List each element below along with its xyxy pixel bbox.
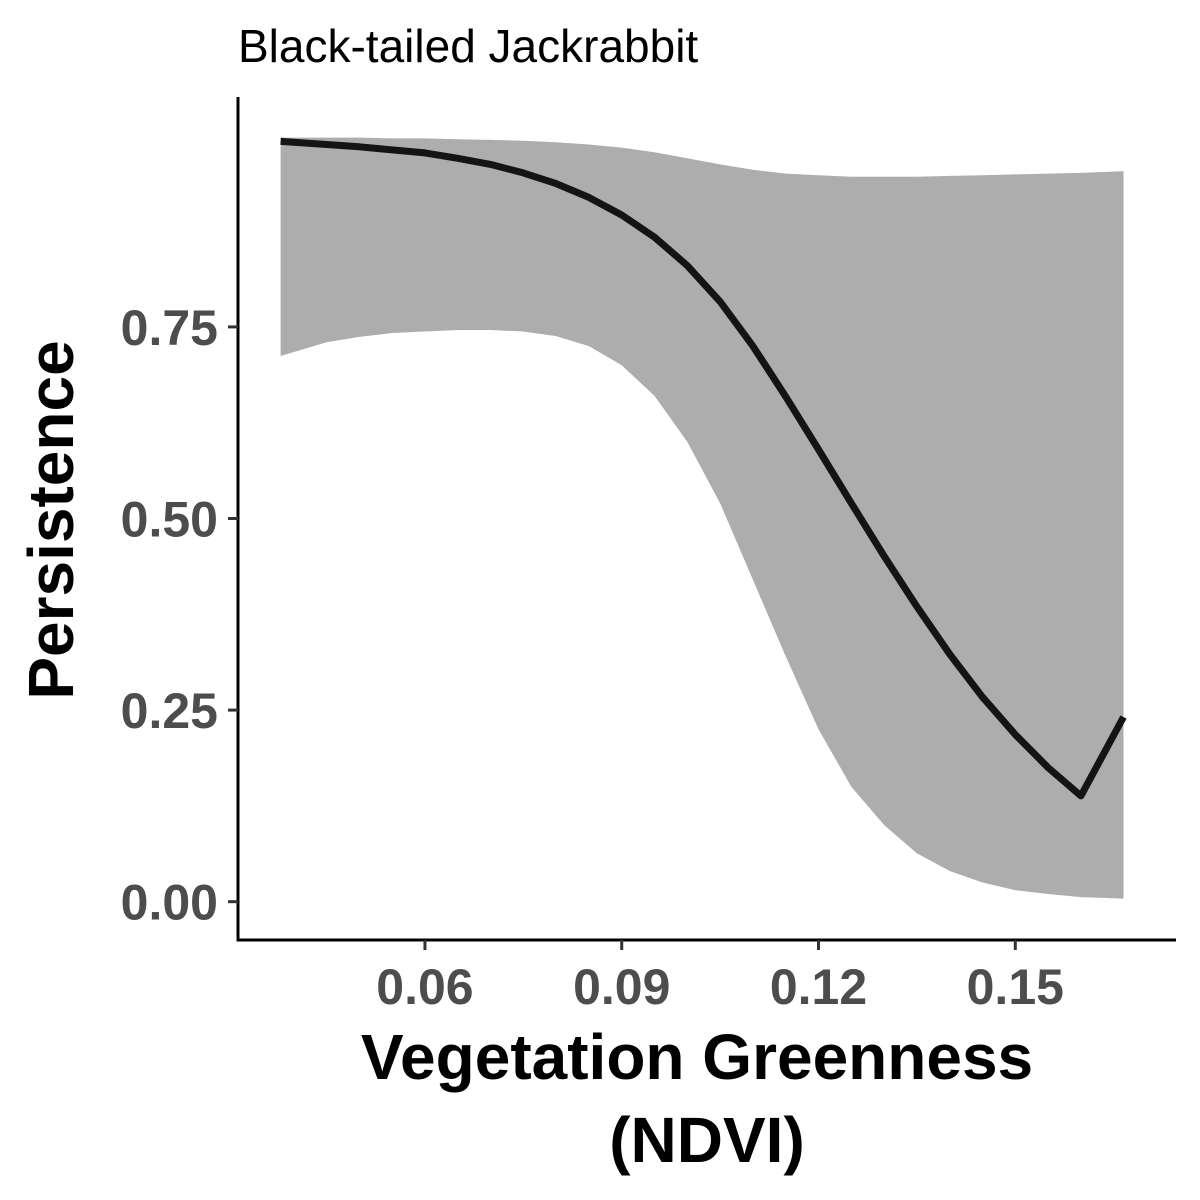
y-tick-label: 0.25 [121,683,218,739]
x-axis-title-line-1: Vegetation Greenness [361,1021,1033,1093]
x-axis-ticks: 0.06 0.09 0.12 0.15 [376,940,1064,1015]
x-tick-label: 0.09 [573,959,670,1015]
y-axis-ticks: 0.00 0.25 0.50 0.75 [121,300,238,931]
y-tick-label: 0.50 [121,492,218,548]
x-tick-label: 0.12 [770,959,867,1015]
chart-title: Black-tailed Jackrabbit [238,20,698,72]
plot-area [280,137,1127,899]
x-axis-title-line-2: (NDVI) [609,1104,805,1176]
x-tick-label: 0.15 [967,959,1064,1015]
y-axis-title: Persistence [15,340,87,699]
confidence-band [280,137,1124,899]
x-tick-label: 0.06 [376,959,473,1015]
y-tick-label: 0.75 [121,300,218,356]
fit-line [280,137,1127,800]
y-tick-label: 0.00 [121,875,218,931]
